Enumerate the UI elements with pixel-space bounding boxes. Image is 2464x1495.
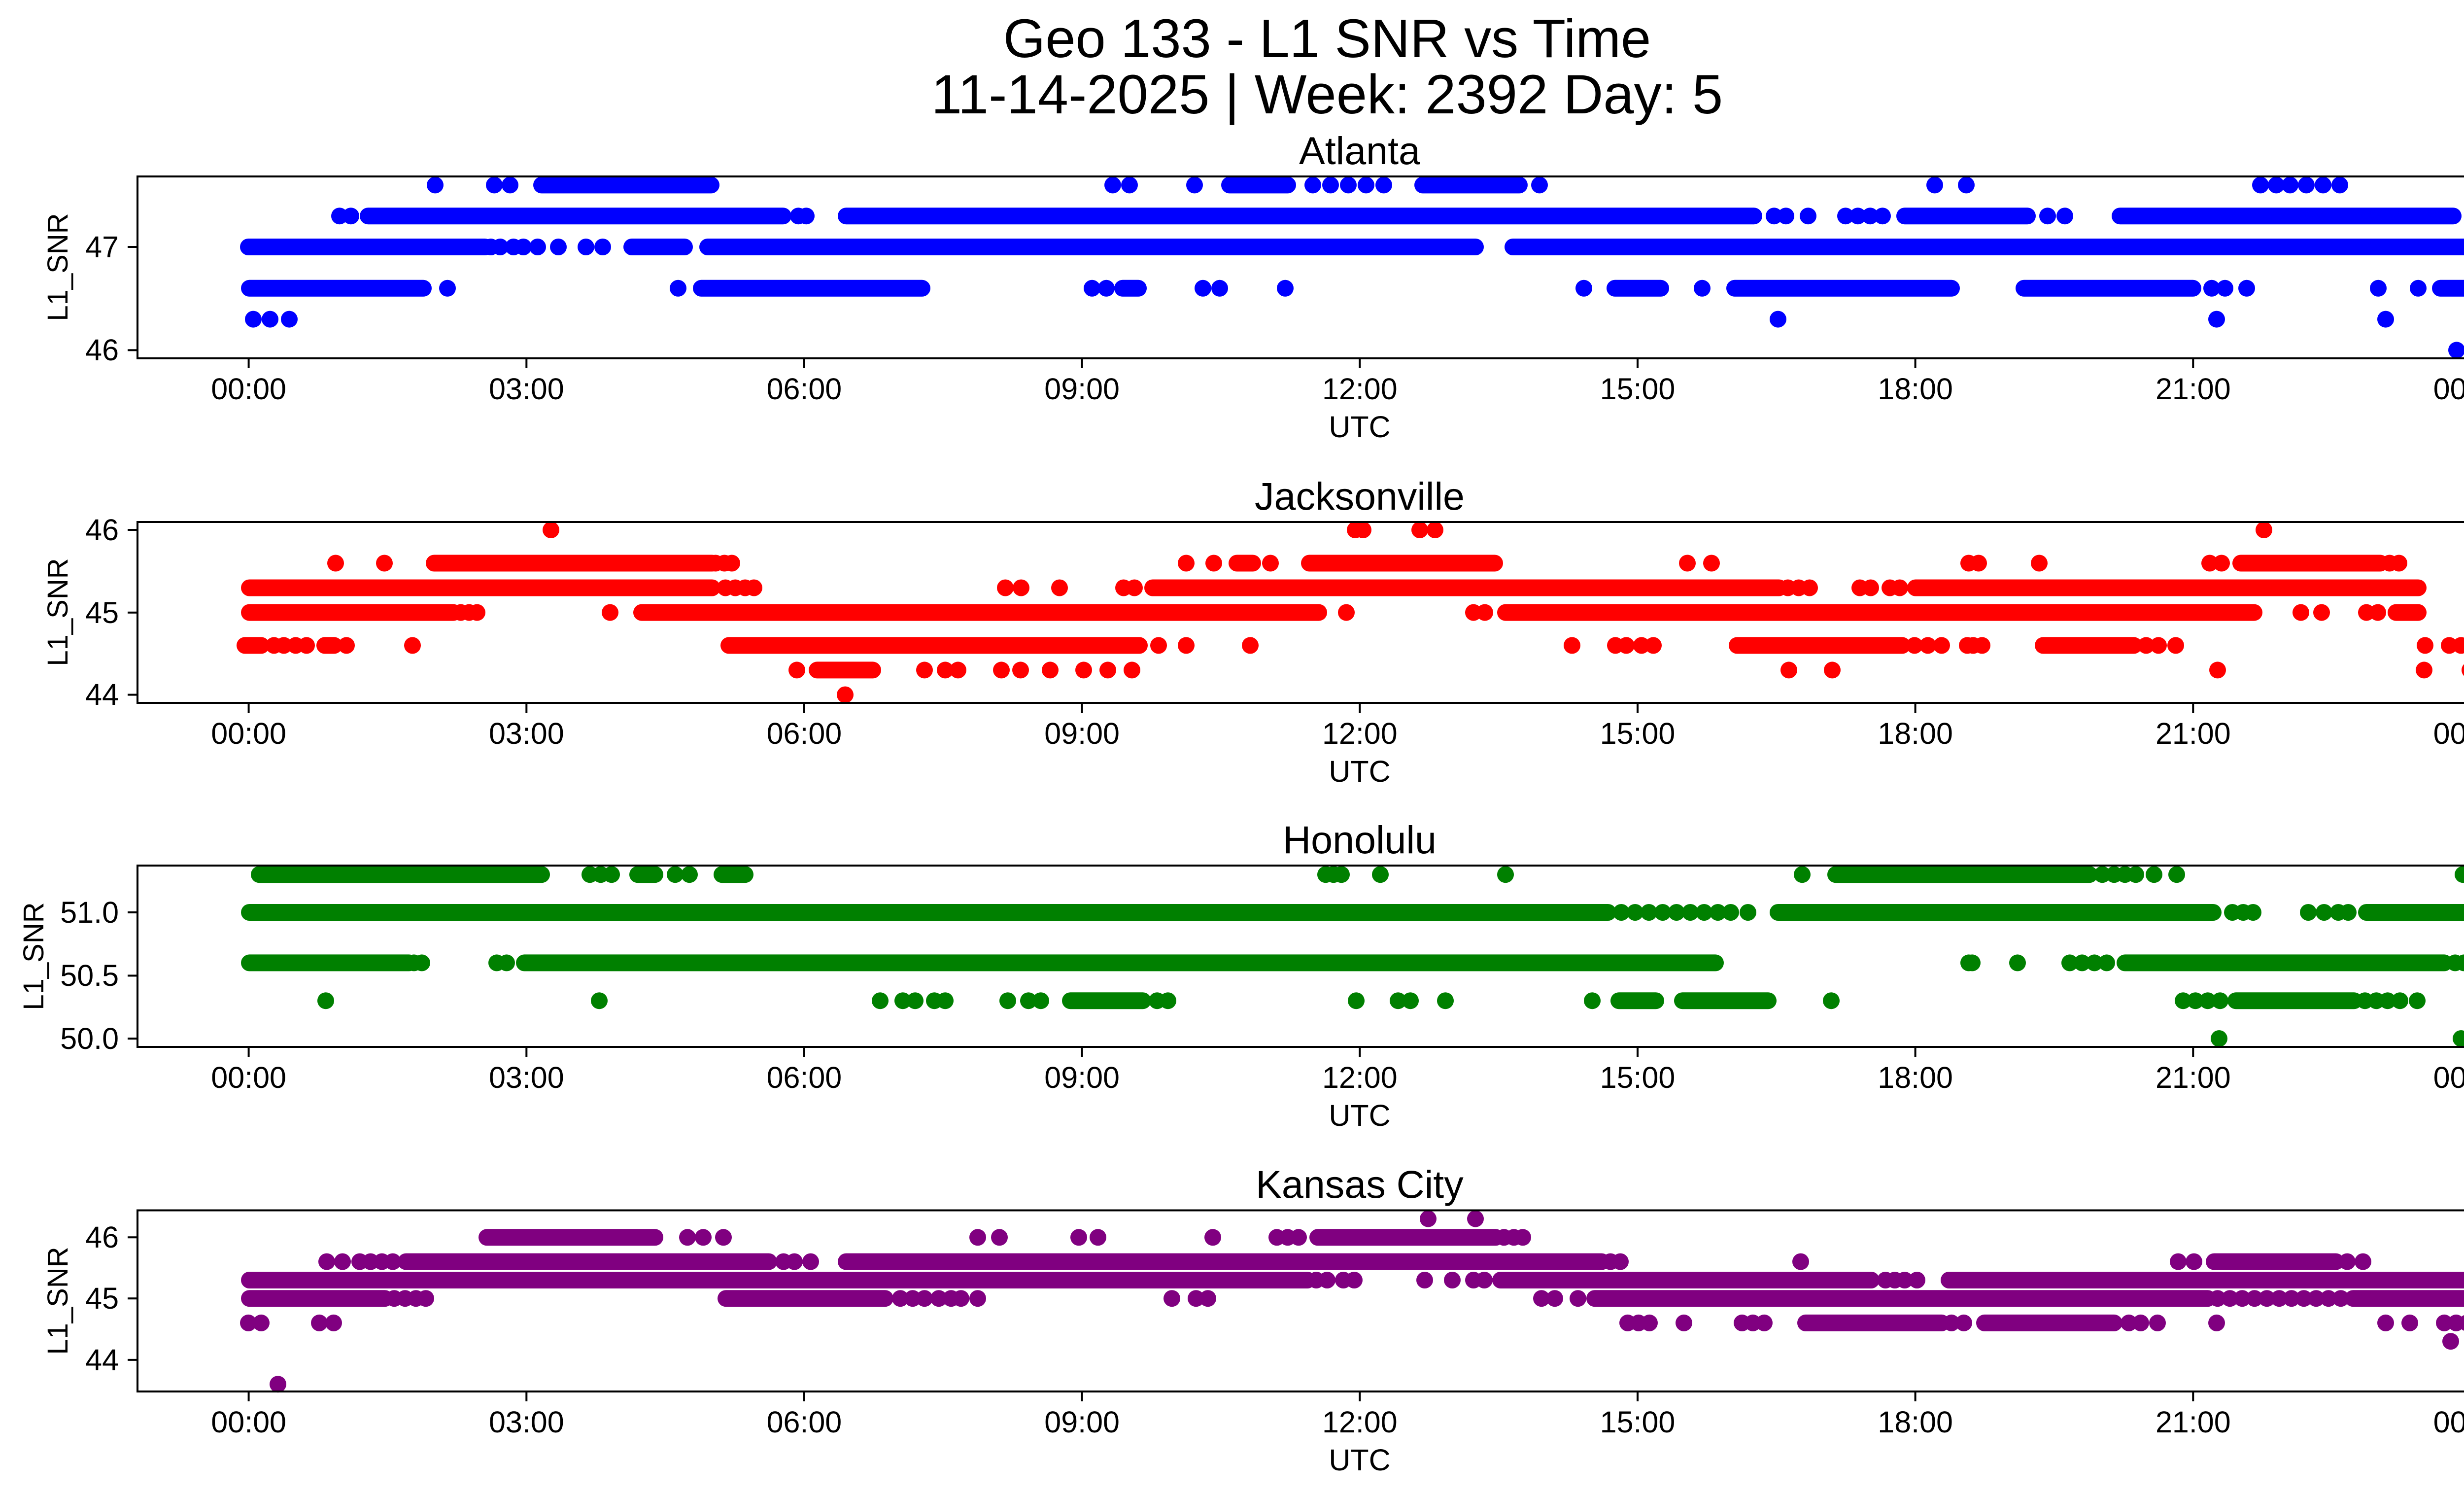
svg-text:00:00: 00:00 xyxy=(2433,717,2464,750)
svg-text:09:00: 09:00 xyxy=(1044,372,1120,406)
svg-text:UTC: UTC xyxy=(1329,755,1390,788)
svg-text:12:00: 12:00 xyxy=(1322,717,1398,750)
svg-text:21:00: 21:00 xyxy=(2156,717,2231,750)
svg-text:03:00: 03:00 xyxy=(489,372,564,406)
svg-text:12:00: 12:00 xyxy=(1322,1405,1398,1439)
svg-text:00:00: 00:00 xyxy=(2433,372,2464,406)
svg-text:11-14-2025 | Week: 2392 Day: 5: 11-14-2025 | Week: 2392 Day: 5 xyxy=(931,64,1723,125)
svg-text:18:00: 18:00 xyxy=(1878,372,1953,406)
svg-text:Jacksonville: Jacksonville xyxy=(1255,474,1465,518)
svg-text:50.0: 50.0 xyxy=(60,1022,119,1055)
svg-text:Geo 133 - L1 SNR vs Time: Geo 133 - L1 SNR vs Time xyxy=(1003,8,1651,69)
svg-text:Honolulu: Honolulu xyxy=(1283,818,1437,862)
svg-text:45: 45 xyxy=(85,1282,119,1315)
svg-text:00:00: 00:00 xyxy=(2433,1405,2464,1439)
svg-text:00:00: 00:00 xyxy=(211,1405,286,1439)
svg-text:18:00: 18:00 xyxy=(1878,1061,1953,1094)
svg-text:L1_SNR: L1_SNR xyxy=(42,213,74,321)
svg-text:18:00: 18:00 xyxy=(1878,717,1953,750)
svg-text:06:00: 06:00 xyxy=(767,1405,842,1439)
svg-text:21:00: 21:00 xyxy=(2156,1405,2231,1439)
svg-text:15:00: 15:00 xyxy=(1600,372,1676,406)
svg-text:00:00: 00:00 xyxy=(211,717,286,750)
svg-text:03:00: 03:00 xyxy=(489,717,564,750)
svg-text:06:00: 06:00 xyxy=(767,372,842,406)
svg-text:00:00: 00:00 xyxy=(211,1061,286,1094)
svg-text:03:00: 03:00 xyxy=(489,1405,564,1439)
svg-text:L1_SNR: L1_SNR xyxy=(42,558,74,666)
svg-text:46: 46 xyxy=(85,1220,119,1254)
svg-text:UTC: UTC xyxy=(1329,1443,1390,1477)
svg-text:18:00: 18:00 xyxy=(1878,1405,1953,1439)
svg-text:L1_SNR: L1_SNR xyxy=(18,902,50,1010)
svg-text:12:00: 12:00 xyxy=(1322,1061,1398,1094)
svg-text:51.0: 51.0 xyxy=(60,896,119,929)
svg-text:Atlanta: Atlanta xyxy=(1299,129,1420,173)
svg-text:15:00: 15:00 xyxy=(1600,717,1676,750)
svg-text:44: 44 xyxy=(85,678,119,711)
svg-text:00:00: 00:00 xyxy=(211,372,286,406)
svg-text:L1_SNR: L1_SNR xyxy=(42,1247,74,1355)
svg-text:21:00: 21:00 xyxy=(2156,1061,2231,1094)
svg-text:09:00: 09:00 xyxy=(1044,717,1120,750)
svg-text:44: 44 xyxy=(85,1343,119,1377)
svg-text:UTC: UTC xyxy=(1329,1099,1390,1132)
svg-text:Kansas City: Kansas City xyxy=(1256,1162,1464,1206)
svg-text:09:00: 09:00 xyxy=(1044,1405,1120,1439)
svg-text:46: 46 xyxy=(85,333,119,367)
svg-text:50.5: 50.5 xyxy=(60,959,119,992)
svg-text:06:00: 06:00 xyxy=(767,1061,842,1094)
svg-text:15:00: 15:00 xyxy=(1600,1405,1676,1439)
svg-text:21:00: 21:00 xyxy=(2156,372,2231,406)
svg-text:47: 47 xyxy=(85,230,119,264)
svg-text:46: 46 xyxy=(85,513,119,547)
svg-text:45: 45 xyxy=(85,596,119,629)
svg-text:00:00: 00:00 xyxy=(2433,1061,2464,1094)
svg-text:06:00: 06:00 xyxy=(767,717,842,750)
svg-text:12:00: 12:00 xyxy=(1322,372,1398,406)
svg-text:15:00: 15:00 xyxy=(1600,1061,1676,1094)
svg-text:UTC: UTC xyxy=(1329,410,1390,444)
svg-text:09:00: 09:00 xyxy=(1044,1061,1120,1094)
svg-text:03:00: 03:00 xyxy=(489,1061,564,1094)
